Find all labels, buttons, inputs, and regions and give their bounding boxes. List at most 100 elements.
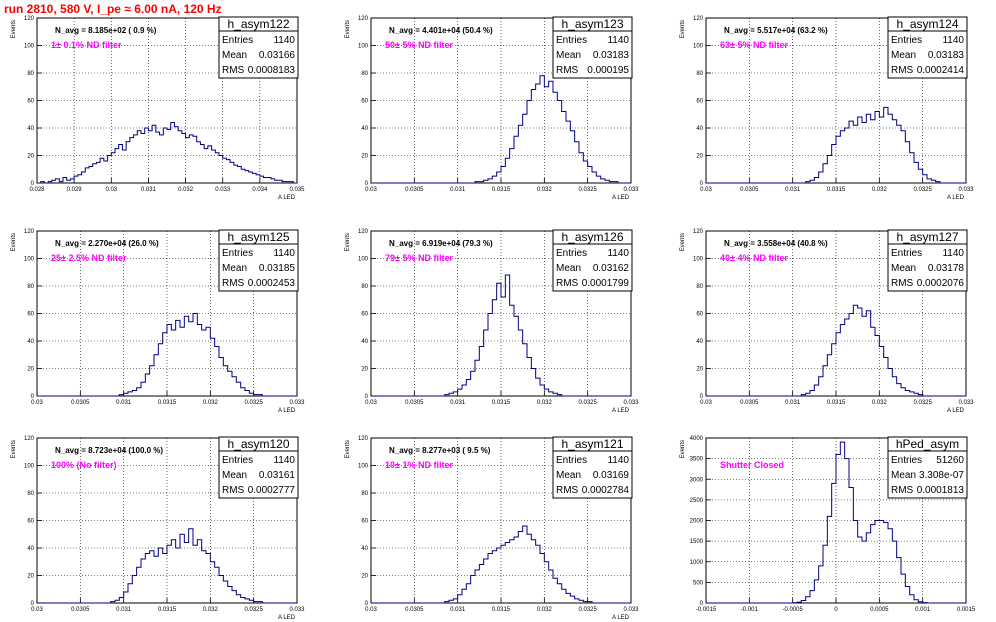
histogram-name: h_asym122 [227, 17, 289, 31]
histogram-name: h_asym123 [561, 17, 623, 31]
stats-box [552, 436, 633, 499]
y-tick-label: 1500 [690, 539, 704, 545]
y-tick-label: 0 [365, 181, 369, 187]
x-tick-label: 0.03 [31, 607, 43, 613]
y-tick-label: 40 [696, 126, 703, 132]
stat-label: Mean [222, 50, 247, 61]
stat-value: 3.308e-07 [919, 470, 964, 481]
y-tick-label: 100 [358, 257, 369, 263]
filter-label: 10± 1% ND filter [385, 460, 453, 470]
x-tick-label: 0.0315 [827, 400, 846, 406]
histogram-line [706, 106, 966, 184]
histogram-panel-h_asym127: 0.03 0.0305 0.031 0.0315 0.032 0.0325 0.033 0 20… [680, 229, 974, 414]
x-tick-label: 0.0005 [870, 607, 889, 613]
x-tick-label: 0.033 [623, 187, 639, 193]
filter-label: 25± 2.5% ND filter [51, 253, 127, 263]
stat-label: Entries [222, 248, 253, 259]
stat-label: Entries [891, 455, 922, 466]
histogram-line [706, 304, 966, 397]
y-tick-label: 60 [27, 519, 34, 525]
navg-label: N_avg = 6.919e+04 (79.3 %) [389, 239, 493, 248]
stat-value: 0.0002076 [917, 278, 965, 289]
x-tick-label: 0.03 [31, 400, 43, 406]
y-tick-label: 60 [27, 312, 34, 318]
stat-label: RMS [222, 485, 245, 496]
x-tick-label: 0.031 [116, 400, 132, 406]
stat-label: Mean [222, 470, 247, 481]
stat-value: 0.03185 [259, 263, 296, 274]
stats-box [218, 229, 299, 292]
stat-value: 1140 [273, 35, 295, 46]
x-tick-label: 0.0325 [913, 187, 932, 193]
x-tick-label: 0.0325 [244, 607, 263, 613]
x-tick-label: 0.0305 [405, 400, 424, 406]
stat-value: 0.0002453 [248, 278, 296, 289]
x-axis-title: A LED [947, 195, 965, 201]
y-tick-label: 40 [27, 546, 34, 552]
navg-label: N_avg = 8.185e+02 ( 0.9 %) [55, 26, 157, 35]
x-tick-label: 0.031 [450, 607, 466, 613]
y-tick-label: 40 [27, 126, 34, 132]
y-tick-label: 120 [24, 436, 35, 442]
y-tick-label: 500 [693, 580, 704, 586]
x-tick-label: 0.0315 [492, 187, 511, 193]
histogram-panel-h_asym126: 0.03 0.0305 0.031 0.0315 0.032 0.0325 0.033 0 20… [345, 229, 639, 414]
navg-label: N_avg = 5.517e+04 (63.2 %) [724, 26, 828, 35]
filter-label: 63± 5% ND filter [720, 40, 788, 50]
stat-label: RMS [891, 65, 914, 76]
x-tick-label: 0.03 [105, 187, 117, 193]
x-tick-label: 0.03 [365, 400, 377, 406]
y-tick-label: 0 [31, 181, 35, 187]
x-tick-label: 0.032 [203, 607, 219, 613]
histogram-panel-h_asym123: 0.03 0.0305 0.031 0.0315 0.032 0.0325 0.033 0 20… [345, 16, 639, 201]
stat-value: 0.03178 [928, 263, 965, 274]
stat-label: Entries [222, 35, 253, 46]
stat-value: 1140 [607, 35, 629, 46]
y-tick-label: 20 [696, 367, 703, 373]
histogram-name: h_asym124 [896, 17, 958, 31]
stat-label: Mean [222, 263, 247, 274]
x-tick-label: 0.033 [289, 607, 305, 613]
stat-label: RMS [556, 485, 579, 496]
y-axis-title: Events [11, 440, 17, 458]
histogram-line [371, 75, 631, 184]
y-tick-label: 0 [700, 394, 704, 400]
navg-label: N_avg = 3.558e+04 (40.8 %) [724, 239, 828, 248]
y-tick-label: 60 [696, 312, 703, 318]
x-tick-label: 0.031 [785, 400, 801, 406]
y-tick-label: 40 [696, 339, 703, 345]
y-tick-label: 120 [358, 229, 369, 235]
x-tick-label: 0.0315 [158, 400, 177, 406]
y-axis-title: Events [11, 233, 17, 251]
y-tick-label: 120 [24, 16, 35, 22]
stat-label: RMS [222, 278, 245, 289]
filter-label: 40± 4% ND filter [720, 253, 788, 263]
x-tick-label: 0.0325 [913, 400, 932, 406]
stat-value: 1140 [607, 248, 629, 259]
x-tick-label: 0.031 [116, 607, 132, 613]
y-tick-label: 20 [361, 574, 368, 580]
stat-label: RMS [222, 65, 245, 76]
x-tick-label: -0.0005 [782, 607, 803, 613]
x-tick-label: 0.031 [141, 187, 157, 193]
stats-box [552, 16, 633, 79]
x-tick-label: 0.031 [450, 400, 466, 406]
filter-label: 1± 0.1% ND filter [51, 40, 122, 50]
y-tick-label: 80 [27, 71, 34, 77]
stat-value: 0.0008183 [248, 65, 296, 76]
x-tick-label: 0.031 [785, 187, 801, 193]
x-tick-label: 0.0315 [158, 607, 177, 613]
y-tick-label: 0 [365, 394, 369, 400]
histogram-line [706, 441, 966, 604]
stats-box [887, 436, 968, 499]
stat-value: 1140 [942, 248, 964, 259]
y-axis-title: Events [11, 20, 17, 38]
x-tick-label: 0.0305 [71, 607, 90, 613]
y-tick-label: 80 [361, 71, 368, 77]
x-tick-label: 0.029 [67, 187, 83, 193]
x-tick-label: 0.032 [872, 400, 888, 406]
x-tick-label: 0.0305 [740, 187, 759, 193]
y-tick-label: 20 [361, 367, 368, 373]
stat-value: 0.03166 [259, 50, 296, 61]
filter-label: 100% (No filter) [51, 460, 117, 470]
